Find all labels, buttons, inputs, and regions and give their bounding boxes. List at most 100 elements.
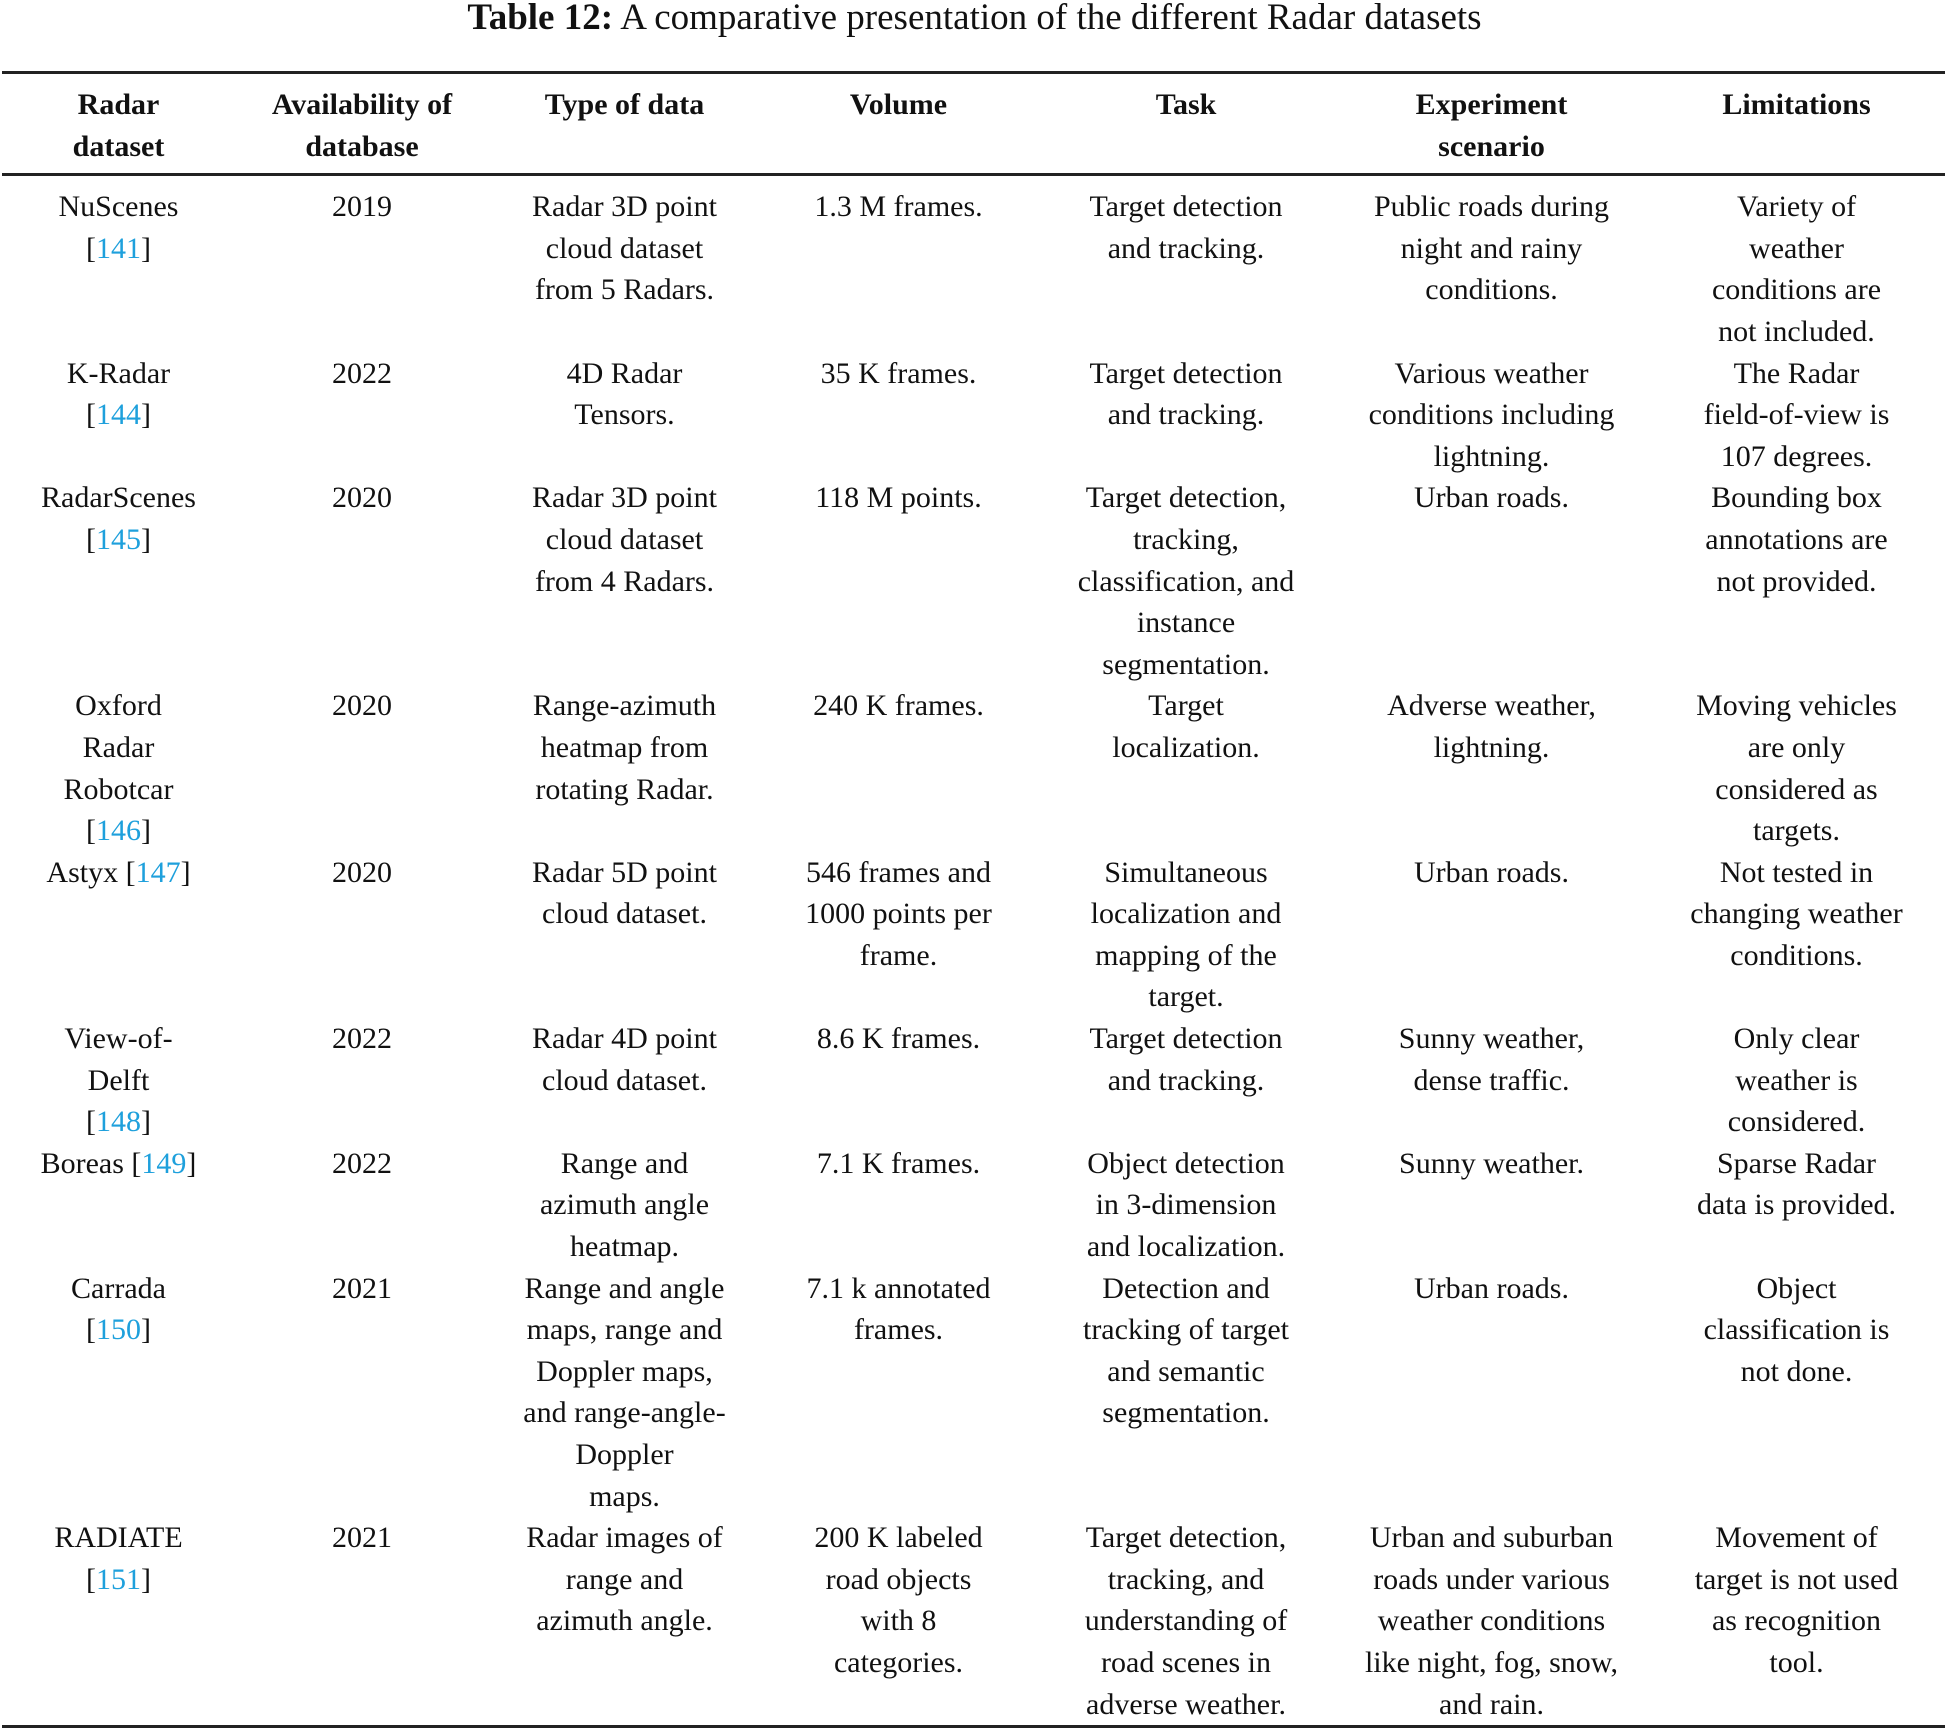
availability-cell: 2021	[332, 1521, 392, 1555]
table-caption-text: A comparative presentation of the differ…	[613, 0, 1482, 38]
availability-cell: 2020	[332, 689, 392, 723]
header-availability: Availability of database	[271, 88, 453, 163]
limitations-cell: The Radar field-of-view is 107 degrees.	[1703, 356, 1890, 473]
citation-link[interactable]: 150	[96, 1313, 141, 1347]
availability-cell: 2021	[332, 1271, 392, 1305]
volume-cell: 8.6 K frames.	[816, 1022, 981, 1056]
task-cell: Simultaneous localization and mapping of…	[1090, 855, 1282, 1014]
radar-datasets-table: Radar dataset Availability of database T…	[2, 71, 1945, 1728]
type-of-data-cell: Range-azimuth heatmap from rotating Rada…	[532, 689, 717, 806]
limitations-cell: Not tested in changing weather condition…	[1690, 855, 1903, 972]
type-of-data-cell: Radar images of range and azimuth angle.	[526, 1521, 723, 1638]
header-task: Task	[1155, 88, 1217, 121]
header-volume: Volume	[849, 88, 948, 121]
volume-cell: 118 M points.	[815, 481, 982, 515]
availability-cell: 2020	[332, 855, 392, 889]
header-radar-dataset: Radar dataset	[72, 88, 165, 163]
table-row: RADIATE [151] 2021 Radar images of range a…	[2, 1517, 1945, 1726]
experiment-scenario-cell: Sunny weather.	[1399, 1146, 1584, 1180]
limitations-cell: Bounding box annotations are not provide…	[1705, 481, 1888, 598]
dataset-name-cell: Boreas [149]	[40, 1146, 197, 1180]
availability-cell: 2022	[332, 1146, 392, 1180]
availability-cell: 2020	[332, 481, 392, 515]
experiment-scenario-cell: Urban roads.	[1414, 1271, 1569, 1305]
dataset-name: View-of- Delft	[64, 1022, 173, 1097]
table-caption: Table 12: A comparative presentation of …	[0, 0, 1949, 40]
volume-cell: 7.1 K frames.	[816, 1146, 981, 1180]
header-experiment-scenario: Experiment scenario	[1415, 88, 1568, 163]
dataset-name: Astyx	[46, 855, 126, 889]
volume-cell: 1.3 M frames.	[814, 190, 983, 224]
table-row: Carrada [150] 2021 Range and angle maps, r…	[2, 1268, 1945, 1518]
volume-cell: 35 K frames.	[820, 356, 977, 390]
volume-cell: 200 K labeled road objects with 8 catego…	[814, 1521, 983, 1679]
experiment-scenario-cell: Adverse weather, lightning.	[1387, 689, 1596, 764]
header-type-of-data: Type of data	[544, 88, 705, 121]
header-limitations: Limitations	[1722, 88, 1871, 121]
citation-link[interactable]: 147	[135, 855, 181, 889]
table-row: NuScenes [141] 2019 Radar 3D point cloud d…	[2, 175, 1945, 353]
citation-link[interactable]: 146	[96, 814, 141, 848]
table-row: Astyx [147] 2020 Radar 5D point cloud data…	[2, 852, 1945, 1018]
task-cell: Object detection in 3-dimension and loca…	[1086, 1146, 1286, 1264]
task-cell: Detection and tracking of target and sem…	[1082, 1271, 1290, 1430]
dataset-name: Carrada	[71, 1271, 166, 1305]
task-cell: Target localization.	[1112, 689, 1260, 764]
experiment-scenario-cell: Urban and suburban roads under various w…	[1364, 1521, 1619, 1721]
dataset-name: K-Radar	[66, 356, 171, 390]
availability-cell: 2022	[332, 356, 392, 390]
citation-link[interactable]: 148	[96, 1105, 141, 1139]
type-of-data-cell: Radar 3D point cloud dataset from 5 Rada…	[532, 190, 717, 307]
limitations-cell: Only clear weather is considered.	[1727, 1022, 1866, 1139]
experiment-scenario-cell: Public roads during night and rainy cond…	[1374, 190, 1609, 307]
dataset-name: NuScenes	[58, 190, 179, 224]
table-row: RadarScenes [145] 2020 Radar 3D point clou…	[2, 477, 1945, 685]
citation-link[interactable]: 144	[96, 398, 141, 432]
volume-cell: 546 frames and 1000 points per frame.	[805, 855, 992, 972]
citation-link[interactable]: 145	[96, 522, 141, 556]
volume-cell: 240 K frames.	[813, 689, 984, 723]
dataset-name: RADIATE	[54, 1521, 183, 1555]
dataset-name-cell: RadarScenes [145]	[41, 481, 196, 556]
dataset-name-cell: View-of- Delft [148]	[64, 1022, 173, 1139]
dataset-name-cell: Astyx [147]	[46, 855, 191, 889]
availability-cell: 2019	[332, 190, 392, 224]
dataset-name: RadarScenes	[41, 481, 196, 515]
table-row: Boreas [149] 2022 Range and azimuth angle …	[2, 1143, 1945, 1268]
dataset-name: Oxford Radar Robotcar	[63, 689, 174, 806]
table-row: K-Radar [144] 2022 4D Radar Tensors. 35 K f…	[2, 353, 1945, 478]
dataset-name-cell: K-Radar [144]	[66, 356, 171, 432]
citation-link[interactable]: 151	[96, 1562, 141, 1596]
experiment-scenario-cell: Various weather conditions including lig…	[1368, 356, 1615, 473]
type-of-data-cell: Radar 3D point cloud dataset from 4 Rada…	[532, 481, 717, 598]
availability-cell: 2022	[332, 1022, 392, 1056]
table-row: Oxford Radar Robotcar [146] 2020 Range-azi…	[2, 685, 1945, 851]
dataset-name: Boreas	[40, 1146, 132, 1180]
limitations-cell: Variety of weather conditions are not in…	[1711, 190, 1882, 348]
table-row: View-of- Delft [148] 2022 Radar 4D point c…	[2, 1018, 1945, 1143]
dataset-name-cell: Carrada [150]	[71, 1271, 166, 1347]
table-label: Table 12:	[467, 0, 614, 38]
limitations-cell: Sparse Radar data is provided.	[1696, 1146, 1897, 1222]
volume-cell: 7.1 k annotated frames.	[806, 1271, 991, 1347]
task-cell: Target detection and tracking.	[1089, 1022, 1283, 1097]
dataset-name-cell: Oxford Radar Robotcar [146]	[63, 689, 174, 848]
task-cell: Target detection and tracking.	[1089, 190, 1283, 265]
limitations-cell: Moving vehicles are only considered as t…	[1696, 689, 1897, 848]
limitations-cell: Object classification is not done.	[1703, 1271, 1890, 1388]
citation-link[interactable]: 149	[141, 1146, 187, 1180]
type-of-data-cell: Range and azimuth angle heatmap.	[539, 1146, 710, 1264]
type-of-data-cell: Radar 4D point cloud dataset.	[532, 1022, 717, 1097]
limitations-cell: Movement of target is not used as recogn…	[1694, 1521, 1899, 1679]
citation-link[interactable]: 141	[96, 231, 141, 265]
type-of-data-cell: Range and angle maps, range and Doppler …	[523, 1271, 726, 1513]
type-of-data-cell: Radar 5D point cloud dataset.	[532, 855, 717, 931]
table-header-row: Radar dataset Availability of database T…	[2, 72, 1945, 175]
task-cell: Target detection and tracking.	[1089, 356, 1283, 432]
experiment-scenario-cell: Urban roads.	[1414, 481, 1569, 515]
experiment-scenario-cell: Urban roads.	[1414, 855, 1569, 889]
experiment-scenario-cell: Sunny weather, dense traffic.	[1398, 1022, 1585, 1097]
dataset-name-cell: RADIATE [151]	[54, 1521, 183, 1596]
task-cell: Target detection, tracking, and understa…	[1084, 1521, 1288, 1721]
type-of-data-cell: 4D Radar Tensors.	[566, 356, 683, 432]
